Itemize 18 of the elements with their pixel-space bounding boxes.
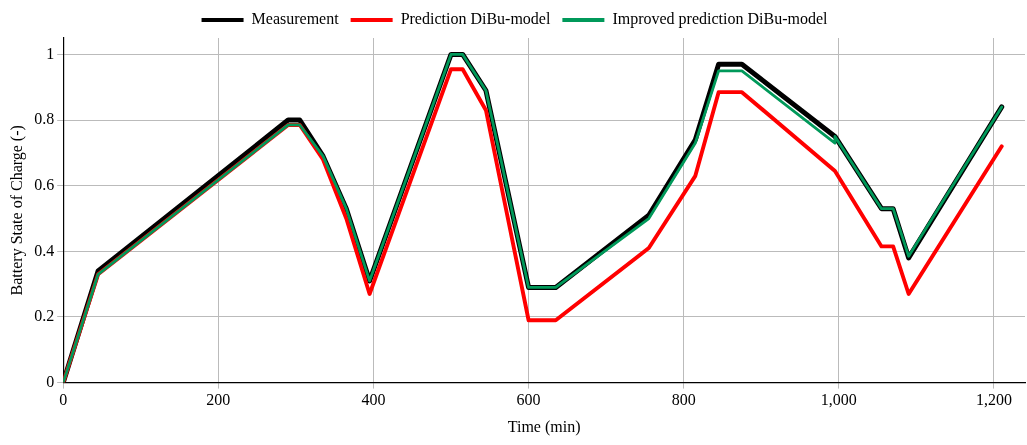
legend-label: Improved prediction DiBu-model <box>612 10 828 29</box>
y-tick-label: 0 <box>46 372 55 390</box>
x-tick-label: 200 <box>206 391 231 409</box>
legend-label: Measurement <box>251 10 340 28</box>
x-tick-label: 800 <box>671 391 696 409</box>
x-tick-label: 0 <box>59 391 68 409</box>
x-axis-title: Time (min) <box>507 417 581 436</box>
y-tick-label: 1 <box>46 44 55 62</box>
x-tick-label: 400 <box>361 391 386 409</box>
x-tick-label: 600 <box>516 391 541 409</box>
y-axis-title: Battery State of Charge (-) <box>7 125 26 296</box>
y-tick-label: 0.4 <box>34 241 55 259</box>
legend-label: Prediction DiBu-model <box>400 10 551 28</box>
x-tick-label: 1,200 <box>975 391 1012 409</box>
y-tick-label: 0.6 <box>34 175 55 193</box>
x-tick-label: 1,000 <box>820 391 857 409</box>
y-tick-label: 0.2 <box>34 307 55 325</box>
y-tick-label: 0.8 <box>34 110 55 128</box>
